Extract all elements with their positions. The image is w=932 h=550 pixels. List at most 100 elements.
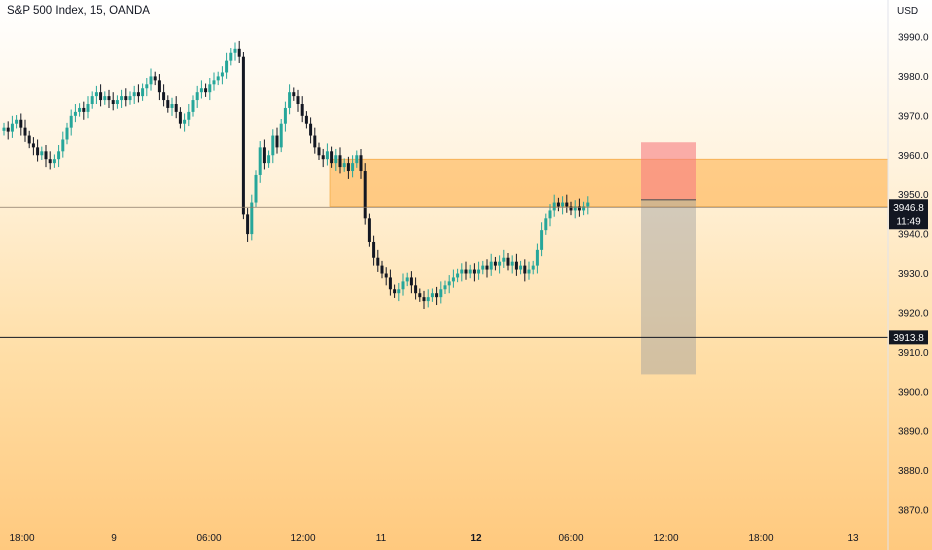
candle-body: [128, 96, 132, 101]
candle-body: [561, 202, 565, 207]
candle-body: [346, 163, 350, 172]
candle-body: [292, 92, 296, 97]
time-axis[interactable]: 18:00 9 06:00 12:00 11 12 06:00 12:00 18:00 13: [9, 533, 859, 544]
candle: [346, 156, 350, 179]
candle: [342, 158, 346, 172]
candle-body: [153, 76, 157, 81]
candle: [435, 286, 439, 306]
price-tick-label: 3980.0: [898, 72, 929, 83]
candle-body: [254, 174, 258, 203]
candle: [246, 208, 250, 242]
candle-body: [57, 151, 61, 160]
candle-body: [372, 241, 376, 258]
candle: [472, 263, 476, 282]
candle-body: [401, 281, 405, 290]
candle: [544, 213, 548, 235]
candle-body: [586, 202, 590, 207]
candle-body: [523, 265, 527, 274]
candle: [405, 272, 409, 287]
candle: [292, 87, 296, 101]
candle-body: [212, 80, 216, 85]
candle-body: [136, 92, 140, 97]
candle: [481, 260, 485, 275]
time-tick-label: 9: [111, 533, 117, 544]
candle: [451, 269, 455, 288]
candle-body: [204, 88, 208, 93]
candle: [275, 127, 279, 154]
time-tick-label: 18:00: [9, 533, 34, 544]
stop-loss-zone: [641, 142, 696, 200]
candle-body: [237, 48, 241, 57]
candle: [149, 68, 153, 91]
candle: [456, 268, 460, 283]
candle-body: [124, 96, 128, 101]
candle: [489, 253, 493, 276]
candle-body: [69, 115, 73, 128]
candle: [380, 260, 384, 279]
candle: [355, 150, 359, 168]
candle: [61, 131, 65, 158]
candle-body: [363, 171, 367, 219]
candle: [376, 249, 380, 272]
candle: [183, 113, 187, 132]
candle: [69, 109, 73, 136]
candle-body: [304, 115, 308, 124]
candle-body: [325, 151, 329, 160]
chart-drawings: [329, 142, 889, 375]
candle-body: [510, 261, 514, 266]
candle: [418, 288, 422, 302]
candle: [552, 194, 556, 217]
candle: [510, 255, 514, 274]
time-tick-label: 13: [847, 533, 859, 544]
candle-body: [288, 92, 292, 108]
candle-body: [565, 202, 569, 207]
candle-body: [569, 206, 573, 211]
candle-body: [271, 135, 275, 156]
candle-body: [262, 147, 266, 164]
candle: [401, 273, 405, 296]
candle-body: [99, 92, 103, 101]
candle: [178, 107, 182, 129]
candle-body: [31, 143, 35, 148]
candle-body: [577, 206, 581, 211]
candle-body: [258, 147, 262, 175]
candle-body: [422, 297, 426, 302]
candle-body: [460, 269, 464, 274]
candle: [359, 148, 363, 179]
time-tick-label: 11: [376, 533, 387, 544]
candle-body: [90, 96, 94, 105]
time-tick-label: 06:00: [196, 533, 221, 544]
candle-body: [493, 261, 497, 266]
candle-body: [468, 269, 472, 274]
candle-body: [397, 289, 401, 294]
candle-body: [447, 281, 451, 286]
candle-body: [355, 155, 359, 164]
candle: [99, 84, 103, 107]
candle-body: [208, 84, 212, 93]
candle: [514, 253, 518, 276]
candle: [321, 148, 325, 168]
candle: [36, 139, 40, 162]
candle: [443, 280, 447, 294]
candle: [477, 261, 481, 280]
candle-body: [309, 123, 313, 136]
time-tick-label: 12: [470, 533, 482, 544]
candle-body: [191, 100, 195, 112]
candle: [212, 72, 216, 91]
price-tick-label: 3970.0: [898, 111, 929, 122]
candle-body: [250, 202, 254, 235]
currency-label: USD: [897, 6, 919, 17]
candle: [162, 84, 166, 107]
candle: [82, 101, 86, 120]
candle-body: [40, 151, 44, 156]
support-level-tag: [889, 330, 928, 345]
price-axis[interactable]: 3870.0 3880.0 3890.0 3900.0 3910.0 3920.0 3930…: [887, 0, 929, 550]
candle-body: [502, 257, 506, 262]
candle-body: [149, 76, 153, 85]
symbol-title[interactable]: S&P 500 Index, 15, OANDA: [7, 5, 150, 17]
candle: [397, 282, 401, 302]
candle: [493, 256, 497, 271]
candle-body: [426, 297, 430, 302]
